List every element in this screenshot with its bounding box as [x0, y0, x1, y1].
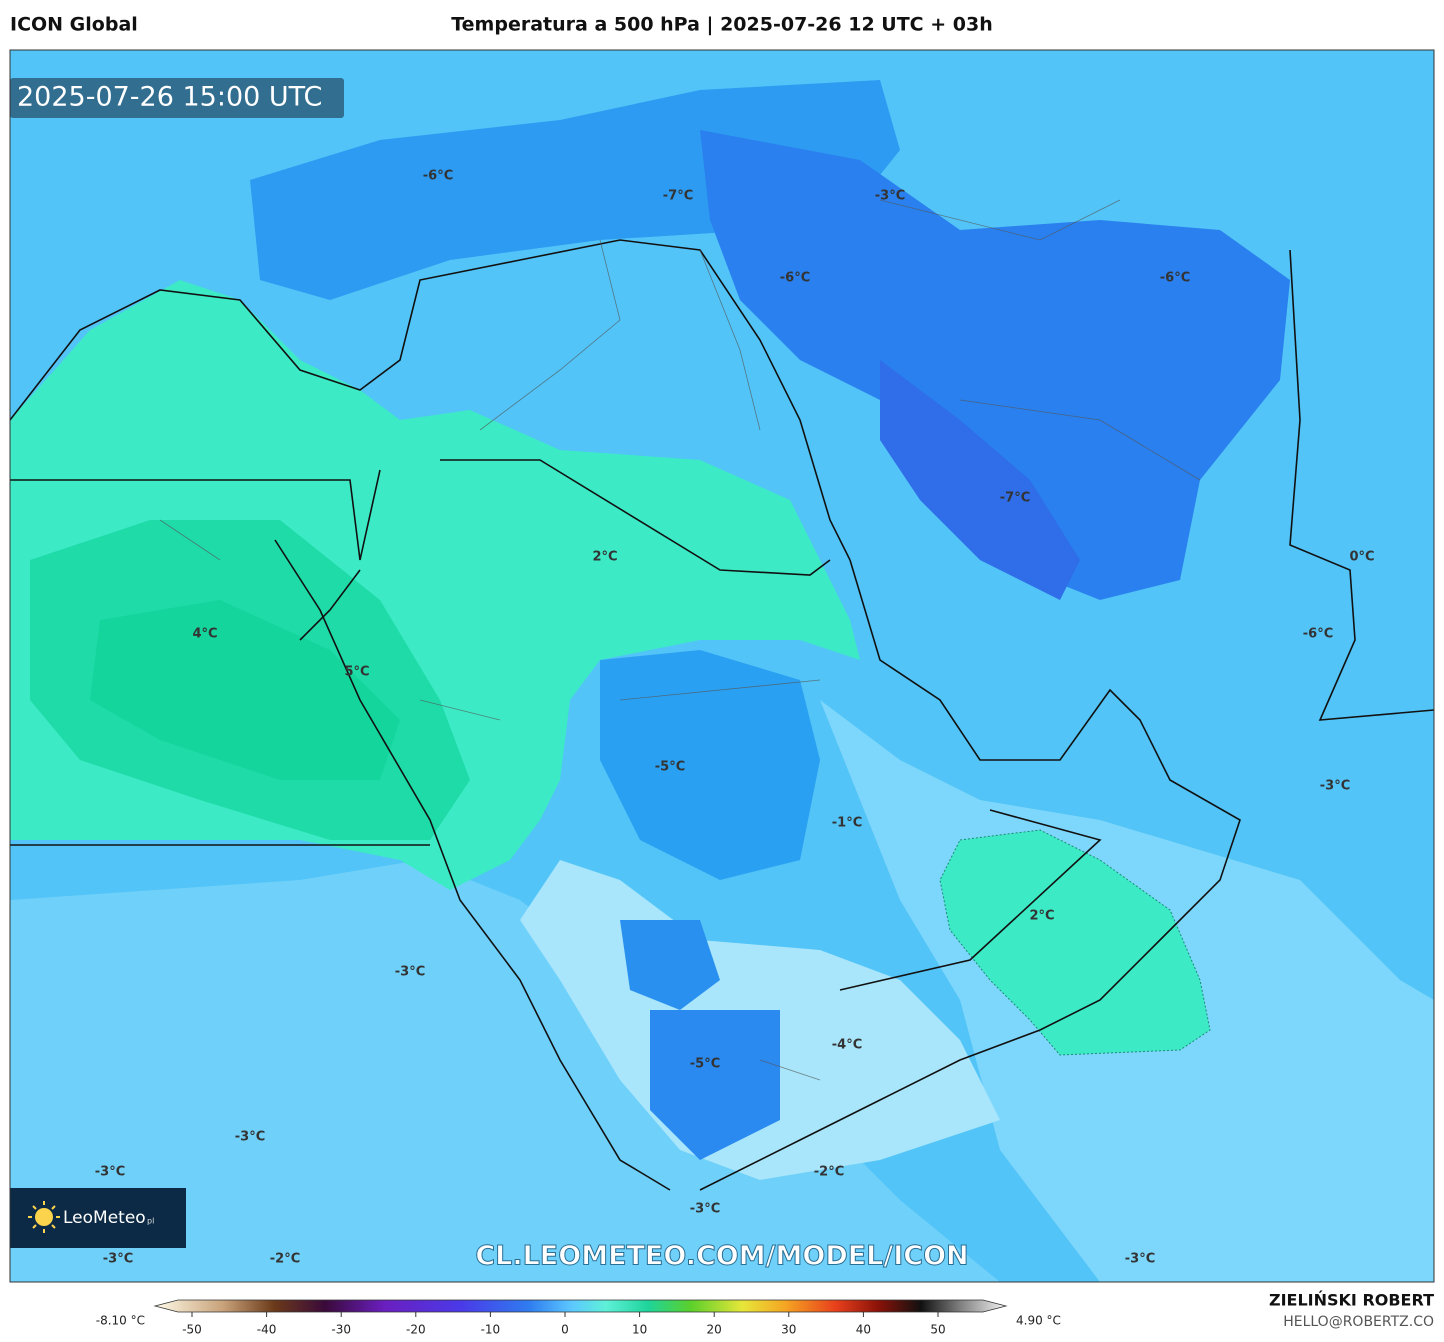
timestamp-box	[10, 78, 344, 118]
contour-label: 5°C	[344, 665, 369, 680]
contour-label: -3°C	[875, 189, 905, 204]
email: HELLO@ROBERTZ.CO	[1283, 1314, 1434, 1330]
contour-label: 2°C	[592, 550, 617, 565]
zone	[880, 360, 1080, 600]
contour-label: -3°C	[1125, 1252, 1155, 1267]
colorbar-tick-label: 20	[707, 1323, 722, 1337]
logo-rays	[28, 1201, 60, 1233]
contour-label: -5°C	[690, 1057, 720, 1072]
borders	[159, 199, 1201, 1081]
colorbar-tick-label: 50	[930, 1323, 945, 1337]
colorbar-tick-label: -30	[331, 1323, 351, 1337]
colorbar-tick-label: 30	[781, 1323, 796, 1337]
map-frame	[9, 49, 1435, 1283]
contour-label: -6°C	[780, 271, 810, 286]
contour-label: -7°C	[1000, 491, 1030, 506]
contour-label: -2°C	[814, 1165, 844, 1180]
colorbar-tick-label: 40	[856, 1323, 871, 1337]
colorbar-tick-label: 10	[632, 1323, 647, 1337]
contour-label: -3°C	[395, 965, 425, 980]
colorbar-min: -8.10 °C	[96, 1314, 145, 1328]
contour-label: -5°C	[655, 760, 685, 775]
contour-label: -3°C	[235, 1130, 265, 1145]
contour-label: -3°C	[1320, 779, 1350, 794]
contour-label: -3°C	[103, 1252, 133, 1267]
colorbar-ticks: -50 -40 -30 -20 -10 0 10 20 30 40 50	[182, 1312, 946, 1337]
contour-label: 2°C	[1029, 909, 1054, 924]
contour-label: 4°C	[192, 627, 217, 642]
contour-label: -2°C	[270, 1252, 300, 1267]
colorbar-tick-label: -40	[257, 1323, 277, 1337]
coastlines	[10, 239, 1434, 1191]
logo-text: LeoMeteo	[63, 1208, 146, 1228]
contour-label: -7°C	[663, 189, 693, 204]
zone	[620, 920, 720, 1010]
logo-sun	[35, 1208, 53, 1226]
timestamp: 2025-07-26 15:00 UTC	[17, 82, 322, 113]
zone	[700, 130, 1290, 600]
map-title: Temperatura a 500 hPa | 2025-07-26 12 UT…	[451, 14, 993, 36]
colorbar-max: 4.90 °C	[1016, 1314, 1061, 1328]
zone	[600, 650, 820, 880]
logo-suffix: pl	[147, 1217, 154, 1226]
model-name: ICON Global	[10, 14, 138, 36]
colorbar-tick-label: -20	[406, 1323, 426, 1337]
contour-label: -6°C	[423, 169, 453, 184]
warm-zone	[90, 600, 400, 780]
contour-labels: -6°C -7°C -3°C -6°C -6°C -7°C 0°C -6°C 2°C 4°C 5°C…	[95, 169, 1375, 1267]
colorbar-tick-label: 0	[561, 1323, 569, 1337]
map: -6°C -7°C -3°C -6°C -6°C -7°C 0°C -6°C 2°C 4°C 5°C…	[10, 50, 1434, 1282]
contour-label: -3°C	[690, 1202, 720, 1217]
contour-label: -6°C	[1303, 627, 1333, 642]
author: ZIELIŃSKI ROBERT	[1269, 1291, 1434, 1310]
colorbar	[153, 1299, 1008, 1313]
contour-label: -1°C	[832, 816, 862, 831]
zone	[250, 80, 900, 300]
contour-label: -6°C	[1160, 271, 1190, 286]
contour-label: -4°C	[832, 1038, 862, 1053]
warm-zone	[939, 829, 1211, 1056]
colorbar-tick-label: -10	[481, 1323, 501, 1337]
contour-label: 0°C	[1349, 550, 1374, 565]
contour-label: -3°C	[95, 1165, 125, 1180]
watermark: CL.LEOMETEO.COM/MODEL/ICON	[475, 1241, 968, 1272]
colorbar-tick-label: -50	[182, 1323, 202, 1337]
zone	[650, 1010, 780, 1160]
